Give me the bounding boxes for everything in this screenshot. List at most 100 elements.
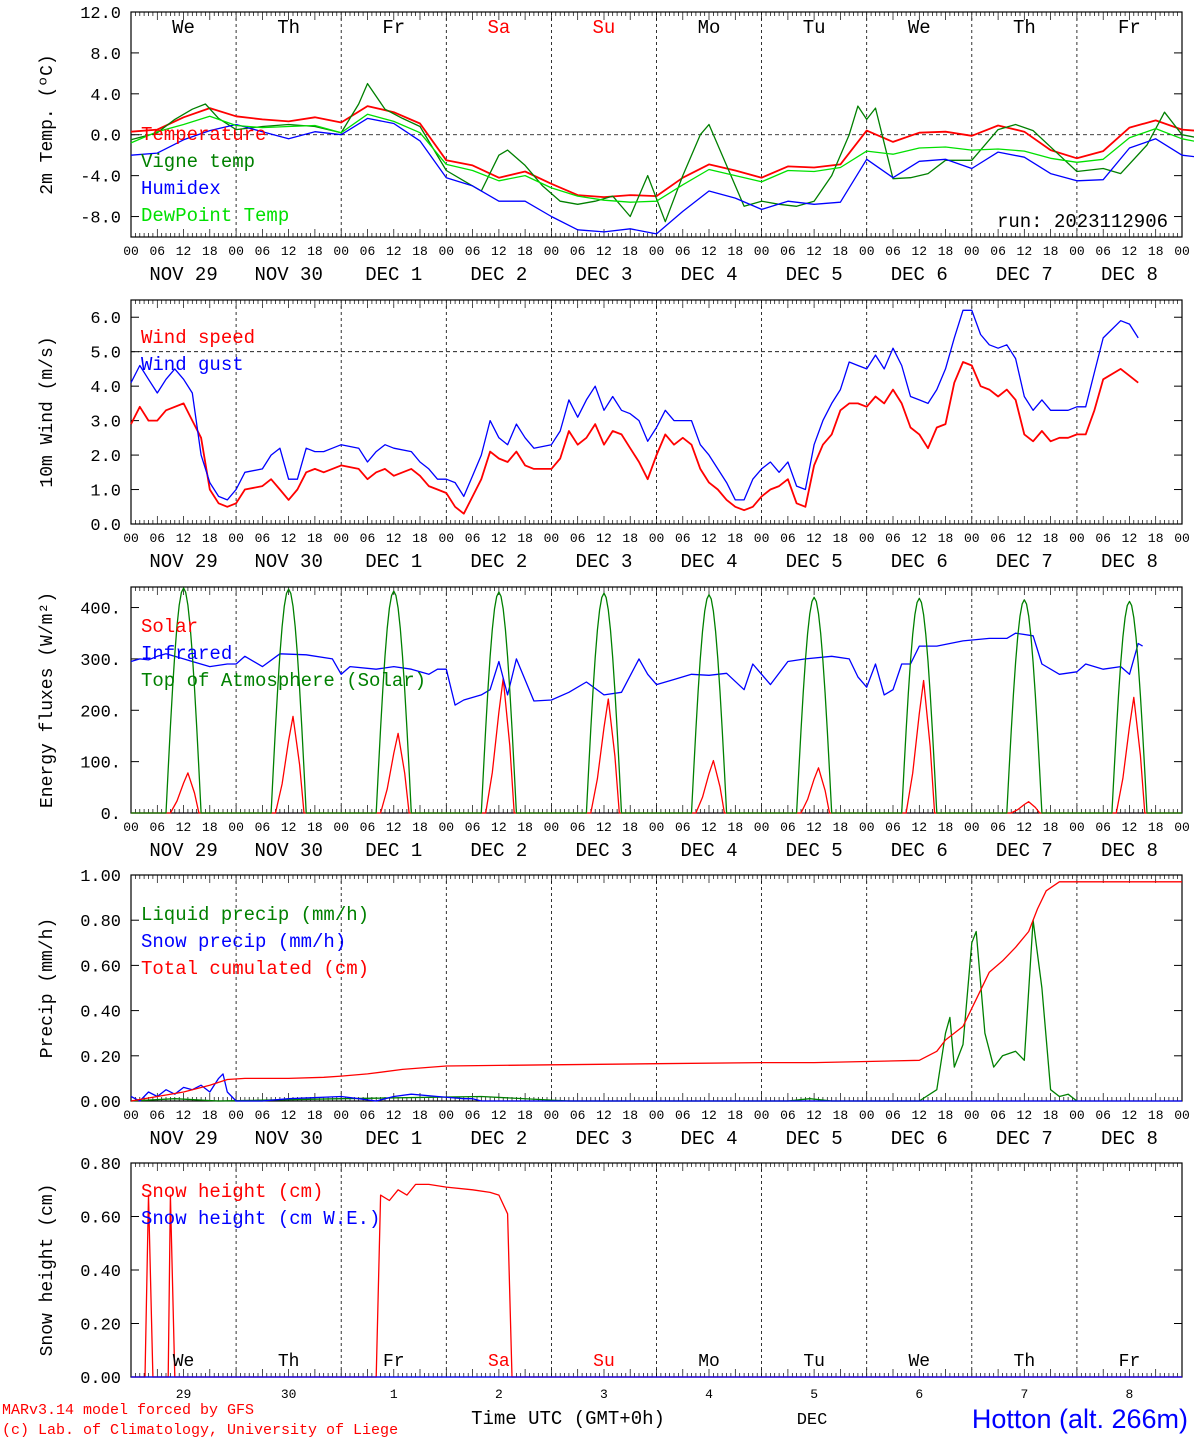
weekday-label: Th	[1014, 1352, 1036, 1372]
series-top-of-atmosphere-solar-	[131, 587, 1182, 814]
hour-tick-label: 12	[596, 244, 612, 259]
hour-tick-label: 18	[622, 531, 638, 546]
y-tick-label: 0.80	[80, 1156, 121, 1175]
weekday-label: Mo	[698, 17, 721, 39]
weekday-label: Fr	[1118, 17, 1141, 39]
day-number-label: 29	[176, 1387, 192, 1402]
legend-entry: Temperature	[141, 124, 266, 146]
hour-tick-label: 00	[123, 1108, 139, 1123]
date-label: DEC 3	[575, 551, 632, 573]
hour-tick-label: 06	[570, 820, 586, 835]
y-tick-label: 2.0	[90, 448, 121, 467]
weekday-label: Th	[277, 17, 300, 39]
date-label: DEC 6	[891, 1128, 948, 1150]
hour-tick-label: 00	[333, 531, 349, 546]
date-label: NOV 30	[254, 264, 322, 286]
weekday-label: We	[172, 17, 195, 39]
hour-tick-label: 06	[1095, 244, 1111, 259]
date-label: DEC 1	[365, 264, 422, 286]
hour-tick-label: 18	[517, 1108, 533, 1123]
date-label: NOV 29	[149, 551, 217, 573]
hour-tick-label: 06	[885, 244, 901, 259]
hour-tick-label: 12	[176, 531, 192, 546]
date-label: DEC 6	[891, 551, 948, 573]
series-humidex	[130, 117, 1194, 235]
hour-tick-label: 06	[149, 1108, 165, 1123]
legend-entry: Snow height (cm W.E.)	[141, 1208, 380, 1230]
y-tick-label: 0.00	[80, 1094, 121, 1113]
hour-tick-label: 12	[281, 531, 297, 546]
hour-tick-label: 12	[1017, 531, 1033, 546]
hour-tick-label: 00	[544, 820, 560, 835]
legend-entry: Snow height (cm)	[141, 1181, 323, 1203]
hour-tick-label: 00	[123, 244, 139, 259]
series-wind-speed	[130, 361, 1139, 515]
hour-tick-label: 12	[1122, 531, 1138, 546]
y-tick-label: 0.20	[80, 1317, 121, 1336]
hour-tick-label: 06	[255, 531, 271, 546]
hour-tick-label: 06	[255, 1108, 271, 1123]
hour-tick-label: 18	[833, 244, 849, 259]
weekday-label: Sa	[488, 1352, 510, 1372]
y-axis-label: Energy fluxes (W/m²)	[38, 592, 58, 808]
date-label: DEC 6	[891, 264, 948, 286]
legend-entry: Wind speed	[141, 327, 255, 349]
footer-model: MARv3.14 model forced by GFS	[2, 1402, 254, 1419]
legend-entry: DewPoint Temp	[141, 205, 289, 227]
hour-tick-label: 18	[622, 1108, 638, 1123]
legend-entry: Top of Atmosphere (Solar)	[141, 670, 426, 692]
hour-tick-label: 06	[885, 1108, 901, 1123]
hour-tick-label: 18	[728, 531, 744, 546]
hour-tick-label: 12	[281, 820, 297, 835]
y-tick-label: 300.	[80, 652, 121, 671]
hour-tick-label: 18	[307, 820, 323, 835]
hour-tick-label: 18	[517, 244, 533, 259]
day-number-label: 1	[390, 1387, 398, 1402]
date-label: DEC 2	[470, 840, 527, 862]
hour-tick-label: 12	[386, 531, 402, 546]
date-label: NOV 30	[254, 840, 322, 862]
date-label: DEC 8	[1101, 1128, 1158, 1150]
series-temperature	[130, 105, 1194, 198]
date-label: DEC 5	[786, 1128, 843, 1150]
hour-tick-label: 12	[596, 531, 612, 546]
y-tick-label: 200.	[80, 703, 121, 722]
hour-tick-label: 00	[438, 820, 454, 835]
hour-tick-label: 00	[859, 820, 875, 835]
hour-tick-label: 06	[990, 820, 1006, 835]
hour-tick-label: 12	[281, 244, 297, 259]
hour-tick-label: 00	[1069, 1108, 1085, 1123]
hour-tick-label: 12	[806, 244, 822, 259]
hour-tick-label: 06	[990, 531, 1006, 546]
hour-tick-label: 00	[754, 1108, 770, 1123]
hour-tick-label: 12	[176, 244, 192, 259]
hour-tick-label: 06	[360, 531, 376, 546]
hour-tick-label: 18	[307, 244, 323, 259]
month-label: DEC	[797, 1411, 828, 1430]
hour-tick-label: 06	[149, 244, 165, 259]
weekday-label: We	[908, 17, 931, 39]
day-number-label: 8	[1126, 1387, 1134, 1402]
hour-tick-label: 12	[596, 1108, 612, 1123]
hour-tick-label: 18	[202, 1108, 218, 1123]
series-vigne-temp	[130, 82, 1194, 223]
panel-5: 0.00 0.20 0.40 0.60 0.80 Snow height (cm) Snow…	[38, 1156, 1183, 1389]
y-tick-label: 0.80	[80, 913, 121, 932]
weekday-label: We	[173, 1352, 195, 1372]
hour-tick-label: 18	[412, 1108, 428, 1123]
hour-tick-label: 12	[806, 820, 822, 835]
hour-tick-label: 00	[649, 1108, 665, 1123]
hour-tick-label: 18	[517, 820, 533, 835]
date-label: DEC 5	[786, 551, 843, 573]
station-label: Hotton (alt. 266m)	[972, 1404, 1188, 1434]
hour-tick-label: 00	[859, 1108, 875, 1123]
hour-tick-label: 06	[1095, 820, 1111, 835]
date-label: NOV 30	[254, 551, 322, 573]
date-label: DEC 4	[681, 551, 738, 573]
hour-tick-label: 12	[1122, 820, 1138, 835]
hour-tick-label: 06	[149, 531, 165, 546]
date-label: DEC 7	[996, 840, 1053, 862]
hour-tick-label: 12	[176, 820, 192, 835]
panel-3: 0. 100. 200. 300. 400. Energy fluxes (W/m²) So…	[38, 586, 1190, 862]
